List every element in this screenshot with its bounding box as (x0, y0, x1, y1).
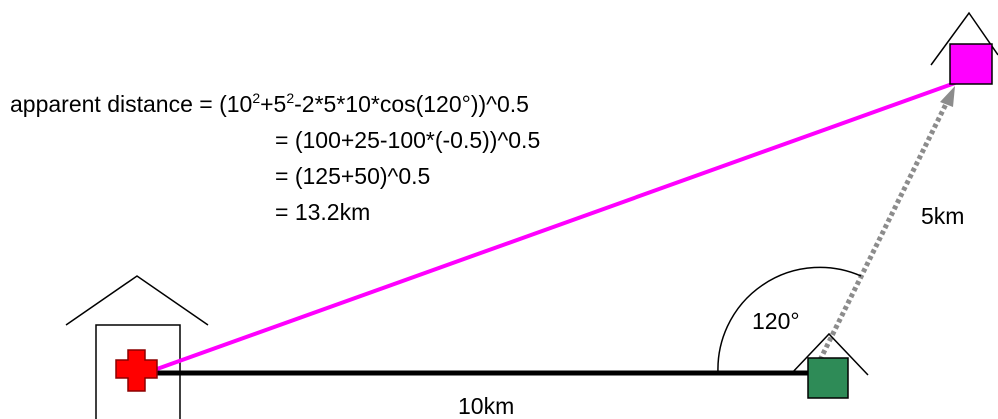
formula-suffix: -2*5*10*cos(120°))^0.5 (294, 91, 529, 117)
label-angle-120: 120° (752, 308, 800, 334)
formula-prefix: apparent distance = (10 (10, 91, 253, 117)
green-house-icon (789, 332, 869, 399)
formula-exponent-1: 2 (252, 90, 261, 106)
formula-exponent-2: 2 (286, 90, 295, 106)
label-5km: 5km (921, 203, 965, 229)
formula-mid: +5 (260, 91, 287, 117)
apparent-distance-line (142, 81, 956, 376)
formula-line-3: = (125+50)^0.5 (275, 163, 431, 189)
formula-line-2: = (100+25-100*(-0.5))^0.5 (275, 127, 541, 153)
angle-arc (717, 266, 862, 374)
formula-line-4: = 13.2km (275, 199, 371, 225)
dotted-line-5km (817, 86, 955, 362)
red-cross-icon (115, 349, 158, 392)
hospital-house-icon (65, 275, 209, 419)
label-10km: 10km (458, 393, 515, 419)
magenta-house-icon (930, 11, 998, 85)
formula-line-1: apparent distance = (102+52-2*5*10*cos(1… (10, 91, 529, 117)
